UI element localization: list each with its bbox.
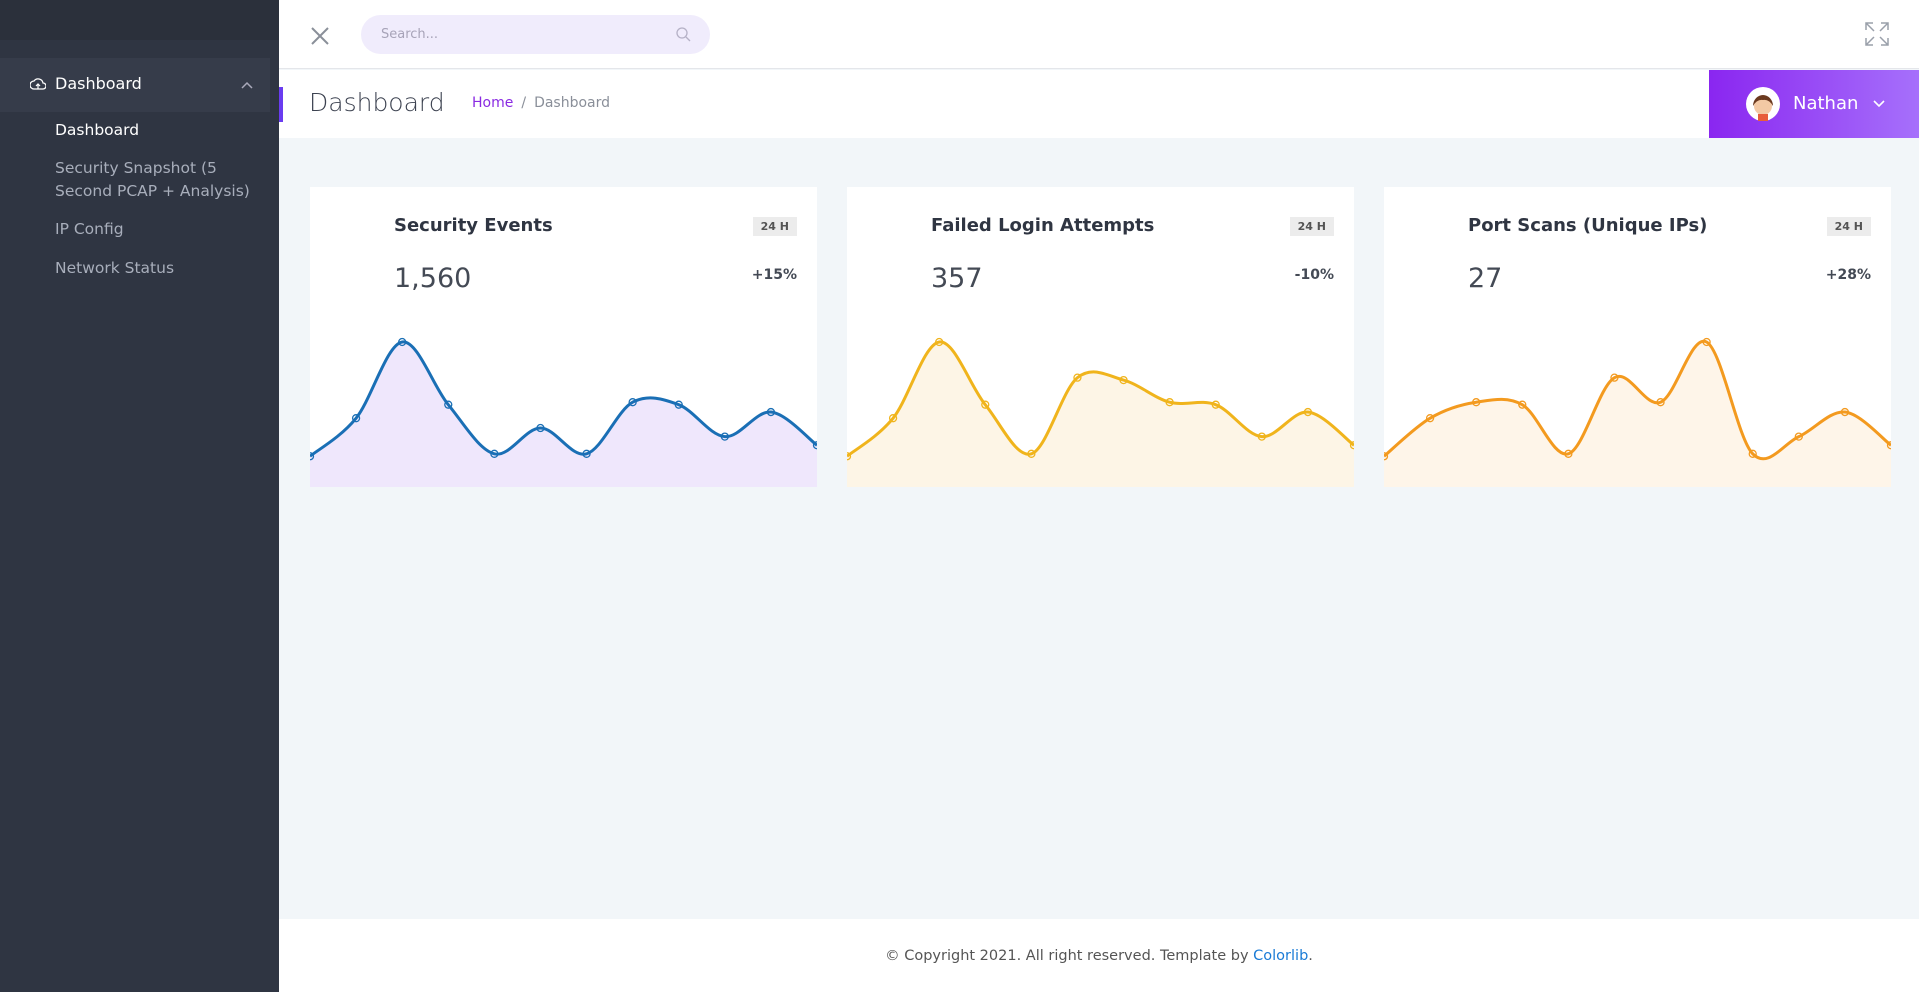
area-fill xyxy=(310,341,817,487)
point xyxy=(351,414,361,423)
point xyxy=(1702,337,1711,347)
stat-change: -10% xyxy=(1294,267,1334,283)
line xyxy=(310,340,817,458)
page-title: Dashboard xyxy=(309,88,445,117)
menu-item[interactable]: Network Status xyxy=(55,259,175,277)
point xyxy=(1027,449,1036,458)
point xyxy=(766,407,776,417)
stat-card: Port Scans (Unique IPs) 24 H 27 +28% xyxy=(1384,187,1891,487)
search-icon xyxy=(676,27,691,42)
point xyxy=(1349,441,1354,450)
close-button[interactable] xyxy=(311,27,329,45)
stat-total: 1,560 xyxy=(394,263,472,294)
accent-bar xyxy=(279,87,283,122)
period-badge: 24 H xyxy=(752,217,797,236)
stat-card: Security Events 24 H 1,560 +15% xyxy=(310,187,817,487)
search-placeholder: Search... xyxy=(381,27,439,42)
point xyxy=(1119,375,1128,385)
sparkline xyxy=(847,337,1354,487)
breadcrumb: Home / Dashboard xyxy=(472,95,618,111)
card-title: Port Scans (Unique IPs) xyxy=(1468,215,1708,236)
stat-change: +28% xyxy=(1825,267,1871,283)
menu-item[interactable]: IP Config xyxy=(55,220,124,238)
topbar: Search... xyxy=(279,0,1919,69)
breadcrumb-current: Dashboard xyxy=(534,95,611,111)
point xyxy=(1840,407,1850,417)
point xyxy=(310,452,315,461)
area-fill xyxy=(847,341,1354,487)
stat-total: 357 xyxy=(931,263,983,294)
point xyxy=(536,423,545,433)
point xyxy=(1886,441,1891,450)
cloud-icon xyxy=(30,78,46,90)
point xyxy=(981,400,990,409)
stat-card: Failed Login Attempts 24 H 357 -10% xyxy=(847,187,1354,487)
point xyxy=(1472,398,1481,407)
area-fill xyxy=(1384,341,1891,487)
footer-text: © Copyright 2021. All right reserved. Te… xyxy=(885,948,1254,964)
stat-change: +15% xyxy=(751,267,797,283)
point xyxy=(888,414,898,423)
sidebar-top xyxy=(0,0,279,40)
point xyxy=(674,400,683,409)
point xyxy=(1425,414,1435,423)
point xyxy=(1303,407,1313,417)
point xyxy=(398,337,407,347)
breadcrumb-sep: / xyxy=(521,95,527,111)
breadcrumb-link[interactable]: Home xyxy=(472,95,514,111)
point xyxy=(847,452,852,461)
point xyxy=(444,400,453,409)
period-badge: 24 H xyxy=(1826,217,1871,236)
footer: © Copyright 2021. All right reserved. Te… xyxy=(279,919,1919,992)
point xyxy=(720,432,729,441)
point xyxy=(1794,432,1803,441)
fullscreen-button[interactable] xyxy=(1865,22,1889,46)
footer-suffix: . xyxy=(1308,948,1313,964)
point xyxy=(1518,400,1527,409)
chevron-up xyxy=(241,81,253,89)
footer-link[interactable]: Colorlib xyxy=(1253,948,1309,964)
point xyxy=(582,449,591,458)
point xyxy=(1564,449,1573,458)
period-badge: 24 H xyxy=(1289,217,1334,236)
point xyxy=(1610,373,1619,382)
menu-item[interactable]: Dashboard xyxy=(55,121,140,139)
line xyxy=(1384,339,1891,461)
point xyxy=(628,398,637,407)
stat-total: 27 xyxy=(1468,263,1503,294)
point xyxy=(490,449,499,458)
title-bar: Dashboard Home / Dashboard Nathan xyxy=(279,70,1919,138)
point xyxy=(1384,452,1389,461)
point xyxy=(1257,432,1266,441)
card-title: Failed Login Attempts xyxy=(931,215,1155,236)
sidebar: Dashboard Dashboard Security Snapshot (5… xyxy=(0,0,279,992)
point xyxy=(1211,400,1220,409)
point xyxy=(812,441,817,450)
menu-dashboard[interactable]: Dashboard xyxy=(0,58,270,112)
card-title: Security Events xyxy=(394,215,553,236)
point xyxy=(1165,398,1174,407)
user-name: Nathan xyxy=(1793,93,1859,114)
menu-item[interactable]: Security Snapshot (5 Second PCAP + Analy… xyxy=(55,159,250,200)
point xyxy=(1073,373,1082,382)
sparkline xyxy=(1384,337,1891,487)
user-menu[interactable]: Nathan xyxy=(1709,70,1919,138)
chevron-down xyxy=(1873,100,1885,108)
point xyxy=(1748,449,1757,458)
point xyxy=(935,337,944,347)
point xyxy=(1656,398,1665,407)
sparkline xyxy=(310,337,817,487)
menu-label: Dashboard xyxy=(55,74,142,93)
search-box[interactable]: Search... xyxy=(361,15,710,54)
avatar xyxy=(1746,87,1780,121)
